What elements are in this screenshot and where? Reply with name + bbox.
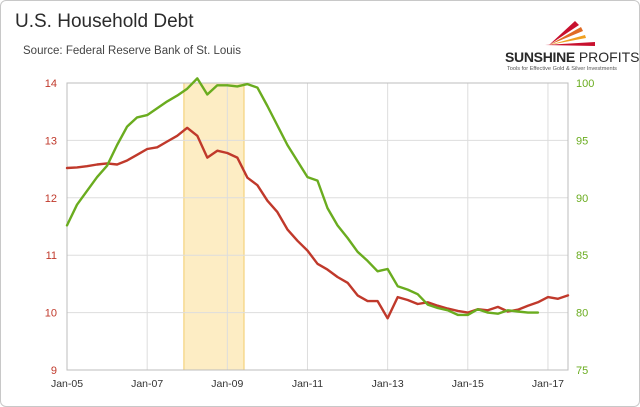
y-right-tick-label: 90 [576, 193, 588, 205]
y-left-tick-label: 9 [51, 365, 57, 377]
chart-subtitle: Source: Federal Reserve Bank of St. Loui… [23, 45, 241, 57]
x-tick-label: Jan-11 [292, 378, 323, 390]
series-line-right-axis [65, 77, 540, 317]
logo-wordmark: SUNSHINE PROFITS [505, 49, 640, 65]
y-right-tick-label: 95 [576, 135, 588, 147]
y-right-tick-label: 75 [576, 365, 588, 377]
x-tick-label: Jan-09 [211, 378, 243, 390]
y-right-tick-label: 80 [576, 308, 588, 320]
y-left-tick-label: 10 [45, 308, 57, 320]
plot-border [66, 82, 569, 371]
sun-rays-icon [545, 21, 595, 46]
y-right-tick-label: 100 [576, 78, 594, 90]
sunshine-profits-logo: SUNSHINE PROFITS Tools for Effective Gol… [501, 15, 639, 75]
series-line-left-axis [65, 126, 570, 320]
logo-tagline: Tools for Effective Gold & Silver Invest… [507, 66, 617, 72]
x-tick-label: Jan-13 [372, 378, 404, 390]
y-left-tick-label: 14 [45, 78, 57, 90]
x-tick-label: Jan-15 [452, 378, 484, 390]
x-tick-label: Jan-05 [51, 378, 83, 390]
y-left-tick-label: 13 [45, 135, 57, 147]
y-right-tick-label: 85 [576, 250, 588, 262]
x-tick-label: Jan-07 [131, 378, 163, 390]
x-tick-label: Jan-17 [532, 378, 564, 390]
chart-title: U.S. Household Debt [15, 11, 194, 32]
y-left-tick-label: 12 [45, 193, 57, 205]
recession-band [183, 82, 245, 371]
y-left-tick-label: 11 [46, 250, 57, 262]
